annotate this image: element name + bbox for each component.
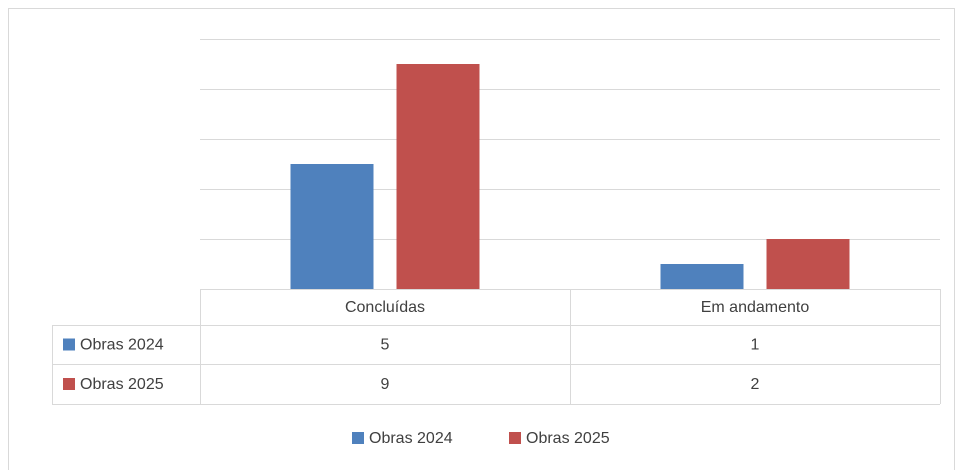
bar bbox=[766, 239, 850, 289]
x-tick-label: Em andamento bbox=[701, 299, 810, 316]
x-tick-label: Concluídas bbox=[345, 299, 425, 316]
table-value: 1 bbox=[751, 337, 760, 354]
bar bbox=[660, 264, 744, 289]
table-value: 9 bbox=[381, 376, 390, 393]
table-series-name: Obras 2024 bbox=[80, 337, 164, 354]
legend-key bbox=[509, 432, 521, 444]
table-legend-key bbox=[63, 378, 75, 390]
table-series-name: Obras 2025 bbox=[80, 376, 164, 393]
bar bbox=[290, 164, 374, 289]
table-value: 5 bbox=[381, 337, 390, 354]
legend-key bbox=[352, 432, 364, 444]
table-legend-key bbox=[63, 338, 75, 351]
legend-label: Obras 2024 bbox=[369, 430, 453, 447]
bar bbox=[396, 64, 480, 289]
table-value: 2 bbox=[751, 376, 760, 393]
legend-label: Obras 2025 bbox=[526, 430, 610, 447]
